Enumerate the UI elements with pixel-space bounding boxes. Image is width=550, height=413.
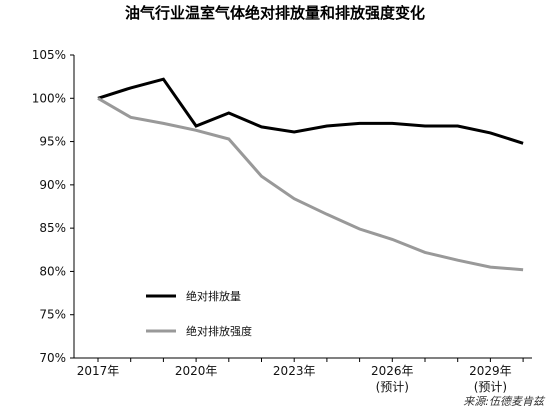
y-tick-label: 95% [39, 135, 66, 149]
x-tick-sublabel: (预计) [474, 380, 507, 394]
chart-axes: 70% 75% 80% 85% 90% 95% 100% 105% 2017年 2020年 2023… [32, 48, 532, 394]
series-line-1 [97, 77, 524, 145]
x-tick-label: 2029年 [469, 364, 512, 378]
x-tick-sublabel: (预计) [376, 380, 409, 394]
series-line-2 [97, 97, 524, 272]
y-tick-label: 80% [39, 264, 66, 278]
y-tick-label: 90% [39, 178, 66, 192]
legend-label-1: 绝对排放量 [186, 289, 241, 303]
series-layer [97, 77, 524, 272]
x-tick-label: 2020年 [175, 364, 218, 378]
x-tick-label: 2017年 [77, 364, 120, 378]
y-tick-label: 105% [32, 48, 66, 62]
x-tick-label: 2023年 [273, 364, 316, 378]
y-tick-label: 100% [32, 91, 66, 105]
y-tick-label: 75% [39, 308, 66, 322]
y-tick-label: 70% [39, 351, 66, 365]
legend-label-2: 绝对排放强度 [186, 324, 252, 338]
x-tick-label: 2026年 [371, 364, 414, 378]
y-tick-label: 85% [39, 221, 66, 235]
source-credit: 来源:伍德麦肯兹 [463, 395, 544, 408]
chart-title: 油气行业温室气体绝对排放量和排放强度变化 [124, 4, 425, 22]
